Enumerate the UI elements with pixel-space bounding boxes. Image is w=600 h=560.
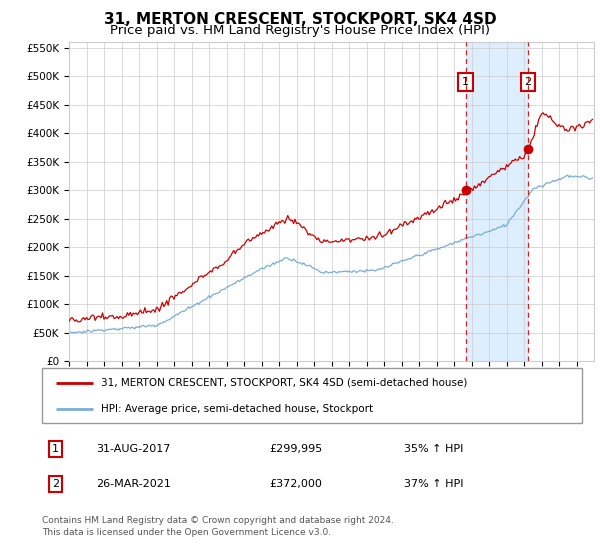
Text: 31, MERTON CRESCENT, STOCKPORT, SK4 4SD (semi-detached house): 31, MERTON CRESCENT, STOCKPORT, SK4 4SD … bbox=[101, 378, 468, 388]
Text: 26-MAR-2021: 26-MAR-2021 bbox=[96, 479, 171, 489]
Text: 31-AUG-2017: 31-AUG-2017 bbox=[96, 444, 170, 454]
Text: 31, MERTON CRESCENT, STOCKPORT, SK4 4SD: 31, MERTON CRESCENT, STOCKPORT, SK4 4SD bbox=[104, 12, 496, 27]
Text: 2: 2 bbox=[52, 479, 59, 489]
Text: £299,995: £299,995 bbox=[269, 444, 322, 454]
Text: £372,000: £372,000 bbox=[269, 479, 322, 489]
Text: 2: 2 bbox=[524, 77, 532, 87]
Text: 35% ↑ HPI: 35% ↑ HPI bbox=[404, 444, 463, 454]
Bar bbox=[466, 42, 528, 361]
Text: 37% ↑ HPI: 37% ↑ HPI bbox=[404, 479, 463, 489]
Text: 1: 1 bbox=[52, 444, 59, 454]
Text: Contains HM Land Registry data © Crown copyright and database right 2024.
This d: Contains HM Land Registry data © Crown c… bbox=[42, 516, 394, 537]
Text: 1: 1 bbox=[462, 77, 469, 87]
Text: HPI: Average price, semi-detached house, Stockport: HPI: Average price, semi-detached house,… bbox=[101, 404, 374, 414]
Text: Price paid vs. HM Land Registry's House Price Index (HPI): Price paid vs. HM Land Registry's House … bbox=[110, 24, 490, 36]
